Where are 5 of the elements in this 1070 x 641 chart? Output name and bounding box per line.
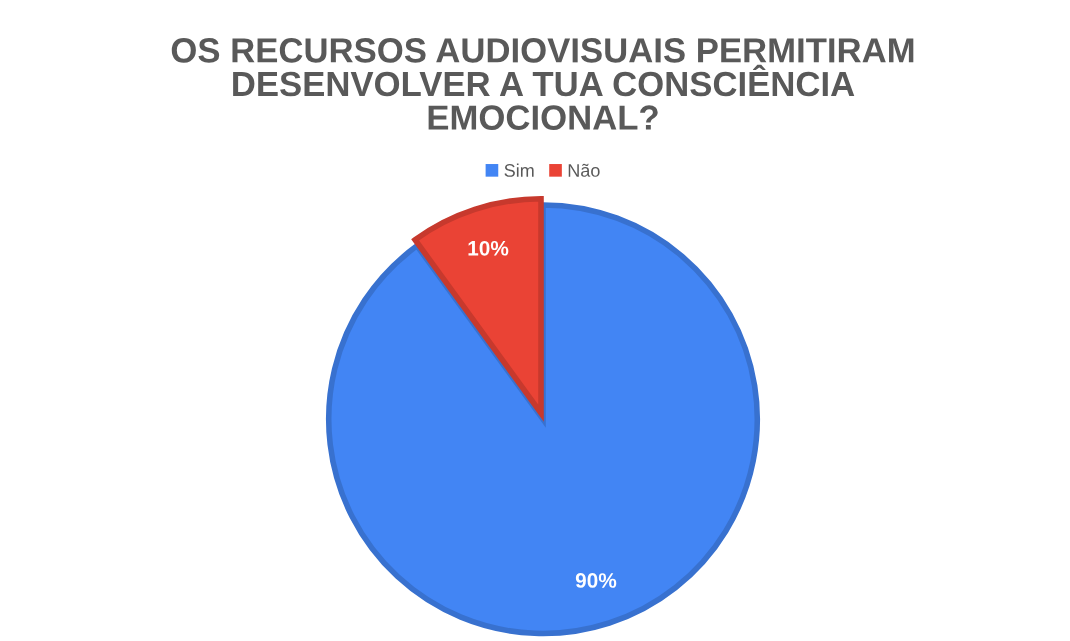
- data-label: 90%: [575, 573, 617, 588]
- legend-label: Sim: [504, 163, 534, 177]
- data-label: 10%: [468, 240, 509, 256]
- legend-label: Não: [568, 163, 600, 177]
- chart-title: OS RECURSOS AUDIOVISUAIS PERMITIRAM DESENVOLVER A TUA CONSCIÊNCIA EMOCIONAL?: [171, 38, 914, 130]
